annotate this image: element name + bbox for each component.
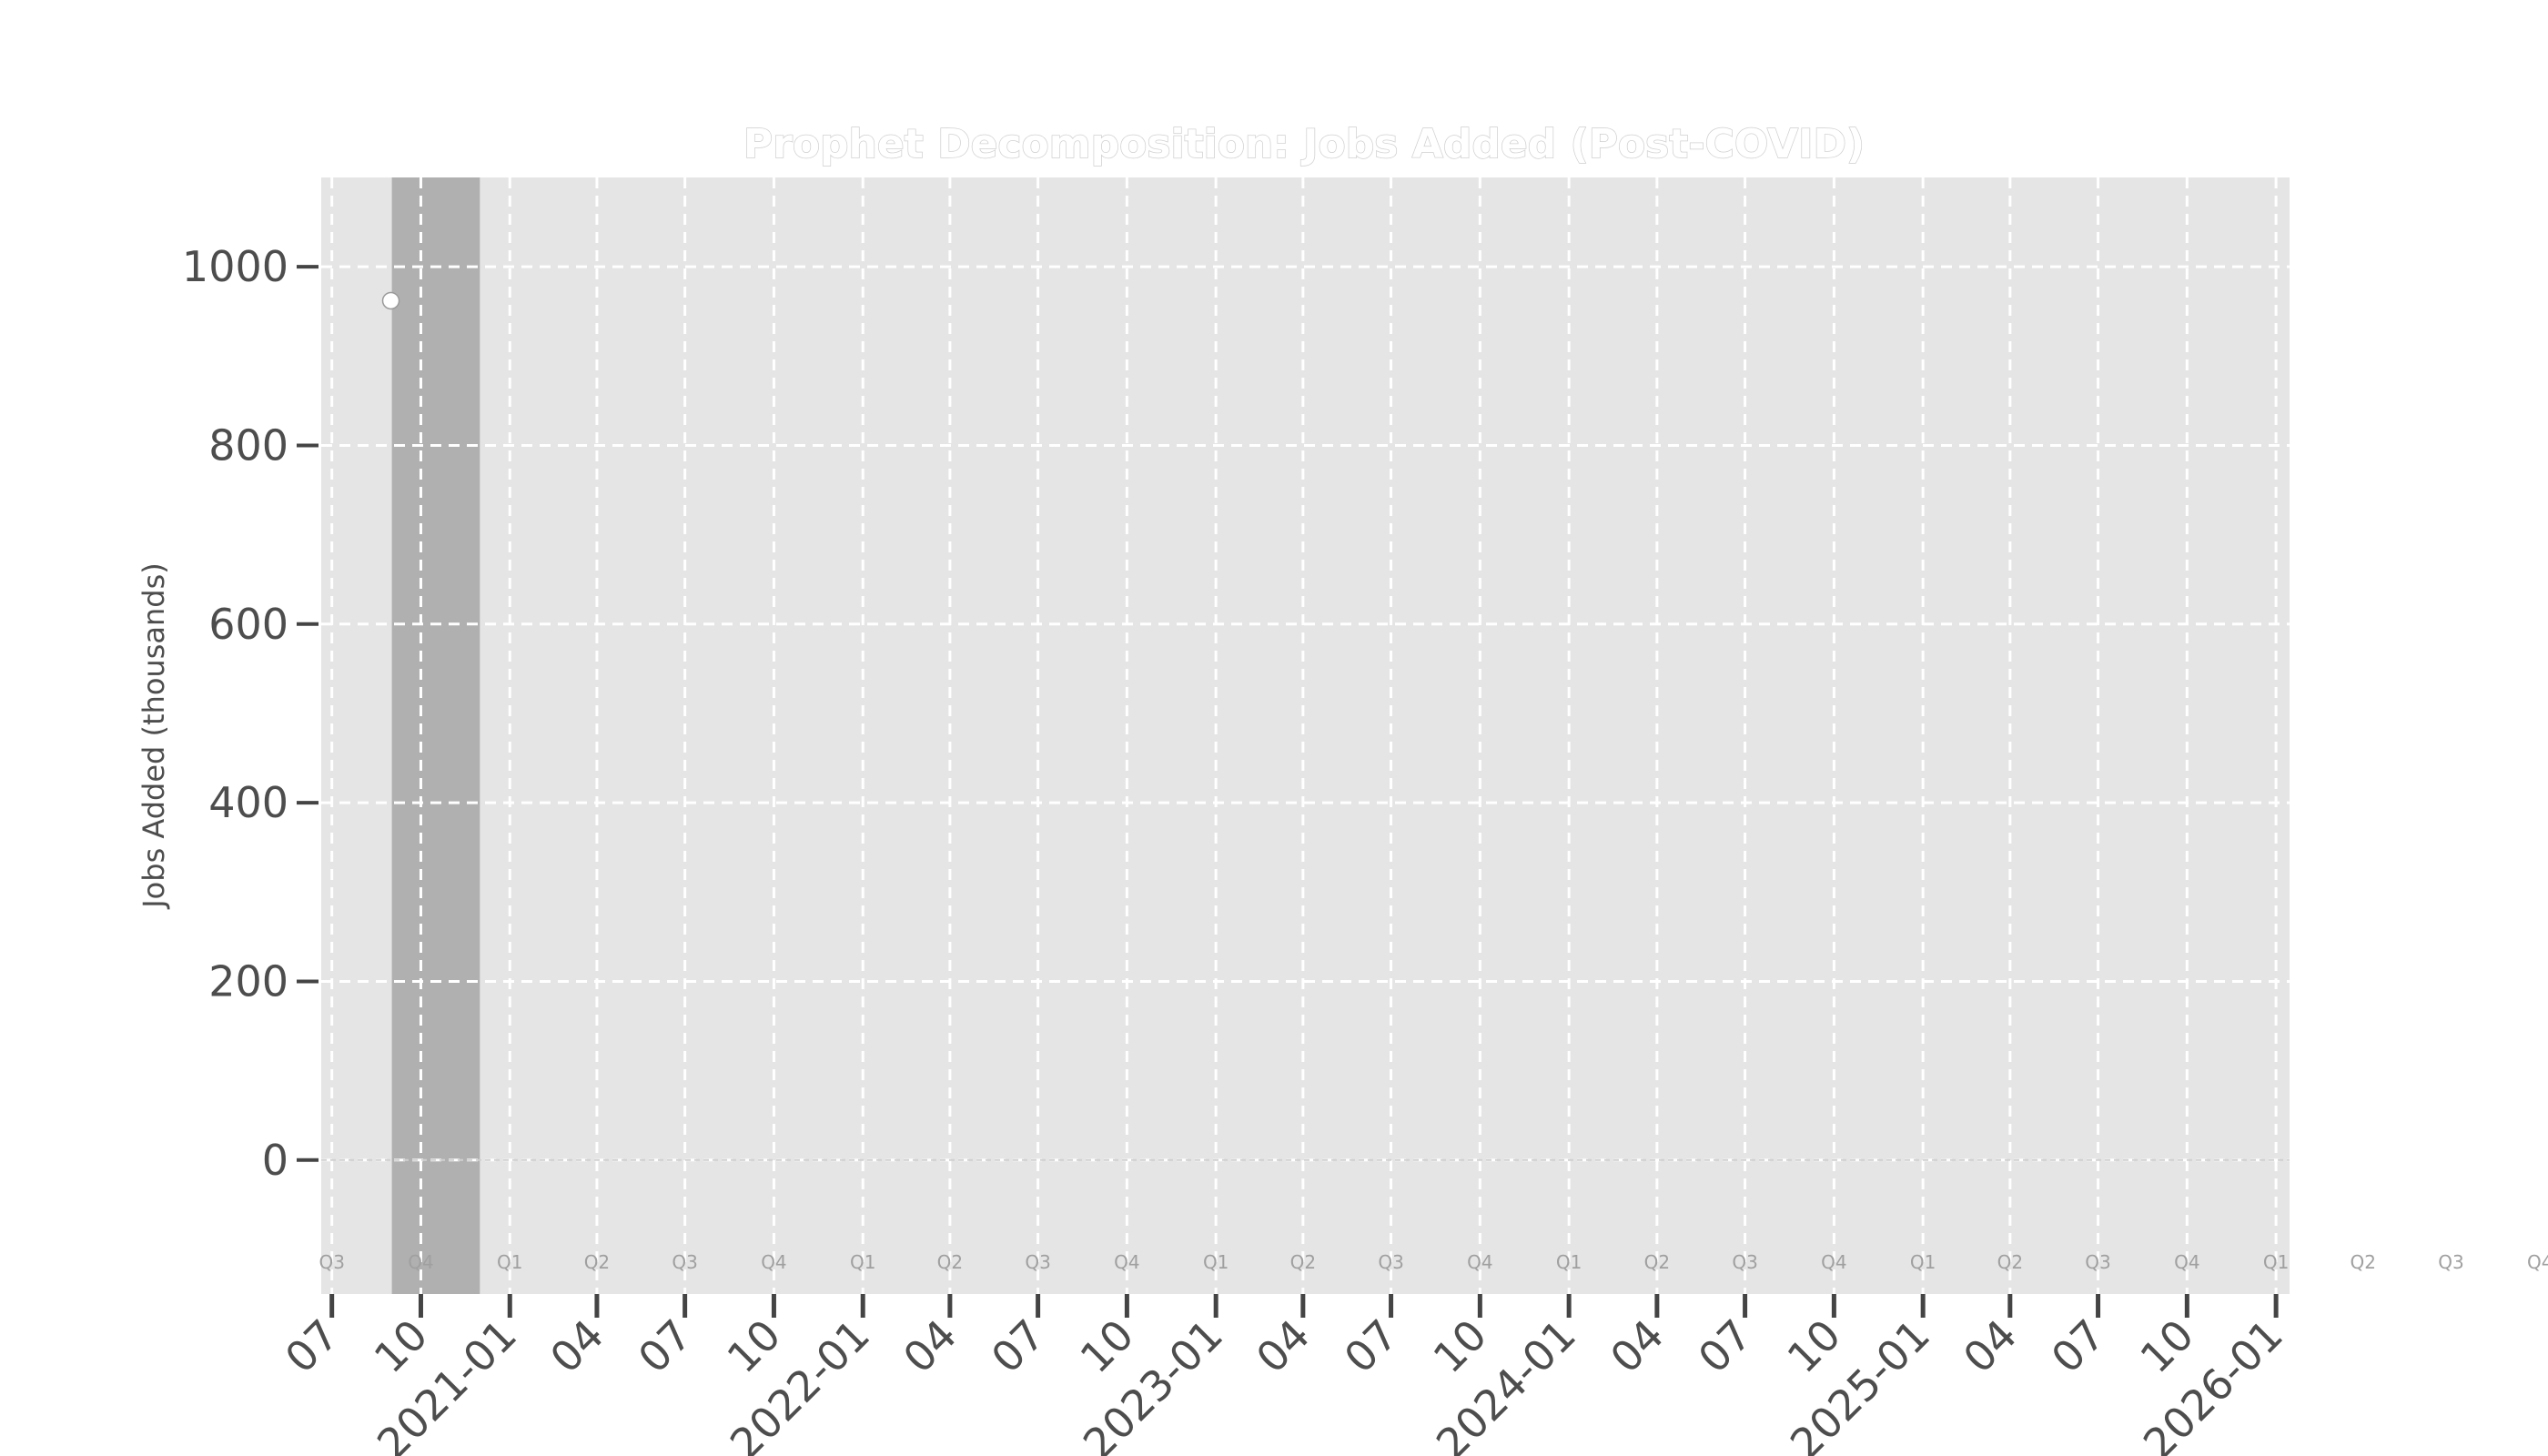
y-tick-label: 1000 <box>182 242 288 291</box>
y-tick-label: 400 <box>208 778 288 827</box>
y-tick-label: 800 <box>208 420 288 470</box>
x-tick-label: 07 <box>982 1310 1055 1383</box>
plot-area <box>321 177 2290 1294</box>
quarter-label: Q4 <box>1114 1251 1139 1273</box>
quarter-label: Q4 <box>2174 1251 2199 1273</box>
x-tick-label: 07 <box>276 1310 349 1383</box>
x-tick-label: 07 <box>629 1310 702 1383</box>
y-axis-label: Jobs Added (thousands) <box>136 562 171 910</box>
quarter-label: Q4 <box>2527 1251 2548 1273</box>
quarter-label: Q3 <box>2438 1251 2463 1273</box>
x-tick-label: 10 <box>2131 1310 2204 1383</box>
y-axis: 0 200 400 600 800 1000 <box>182 242 318 1185</box>
y-tick-label: 200 <box>208 956 288 1006</box>
x-tick-label: 04 <box>1954 1310 2027 1383</box>
quarter-label: Q3 <box>1732 1251 1757 1273</box>
quarter-label: Q1 <box>1910 1251 1936 1273</box>
x-tick-label: 10 <box>1778 1310 1851 1383</box>
x-tick-label: 04 <box>1247 1310 1320 1383</box>
x-tick-label: 10 <box>1071 1310 1144 1383</box>
quarter-label: Q1 <box>1556 1251 1582 1273</box>
x-tick-label: 04 <box>541 1310 613 1383</box>
quarter-label: Q3 <box>1378 1251 1403 1273</box>
x-tick-label: 07 <box>2042 1310 2115 1383</box>
quarter-label: Q3 <box>2085 1251 2110 1273</box>
highlight-span <box>391 177 480 1294</box>
x-tick-label: 04 <box>894 1310 966 1383</box>
quarter-label: Q3 <box>1025 1251 1050 1273</box>
quarter-label: Q3 <box>672 1251 697 1273</box>
data-point <box>381 291 400 310</box>
quarter-label: Q4 <box>408 1251 433 1273</box>
quarter-label: Q2 <box>584 1251 610 1273</box>
quarter-label: Q1 <box>1203 1251 1228 1273</box>
x-tick-label: 07 <box>1335 1310 1408 1383</box>
quarter-label: Q4 <box>1467 1251 1492 1273</box>
quarter-labels: Q3 Q4 Q1 Q2 Q3 Q4 Q1 Q2 Q3 Q4 Q1 Q2 Q3 Q4 Q1 Q2 Q3 Q4 Q1 Q2… <box>318 1251 2548 1273</box>
quarter-label: Q2 <box>1997 1251 2023 1273</box>
data-points <box>381 291 400 310</box>
quarter-label: Q2 <box>937 1251 963 1273</box>
x-tick-label: 04 <box>1601 1310 1673 1383</box>
x-tick-label: 10 <box>718 1310 791 1383</box>
y-tick-label: 600 <box>208 600 288 649</box>
chart-title: Prophet Decomposition: Jobs Added (Post-… <box>743 121 1865 167</box>
quarter-label: Q2 <box>1644 1251 1670 1273</box>
quarter-label: Q1 <box>2263 1251 2289 1273</box>
quarter-label: Q1 <box>850 1251 875 1273</box>
quarter-label: Q1 <box>497 1251 522 1273</box>
x-tick-label: 07 <box>1689 1310 1762 1383</box>
quarter-label: Q4 <box>1821 1251 1846 1273</box>
quarter-label: Q2 <box>2351 1251 2376 1273</box>
x-tick-label: 10 <box>1424 1310 1497 1383</box>
grid-lines <box>321 177 2290 1294</box>
quarter-label: Q3 <box>318 1251 344 1273</box>
x-tick-label: 10 <box>365 1310 438 1383</box>
quarter-label: Q4 <box>761 1251 786 1273</box>
quarter-label: Q2 <box>1290 1251 1316 1273</box>
y-tick-label: 0 <box>262 1136 288 1185</box>
